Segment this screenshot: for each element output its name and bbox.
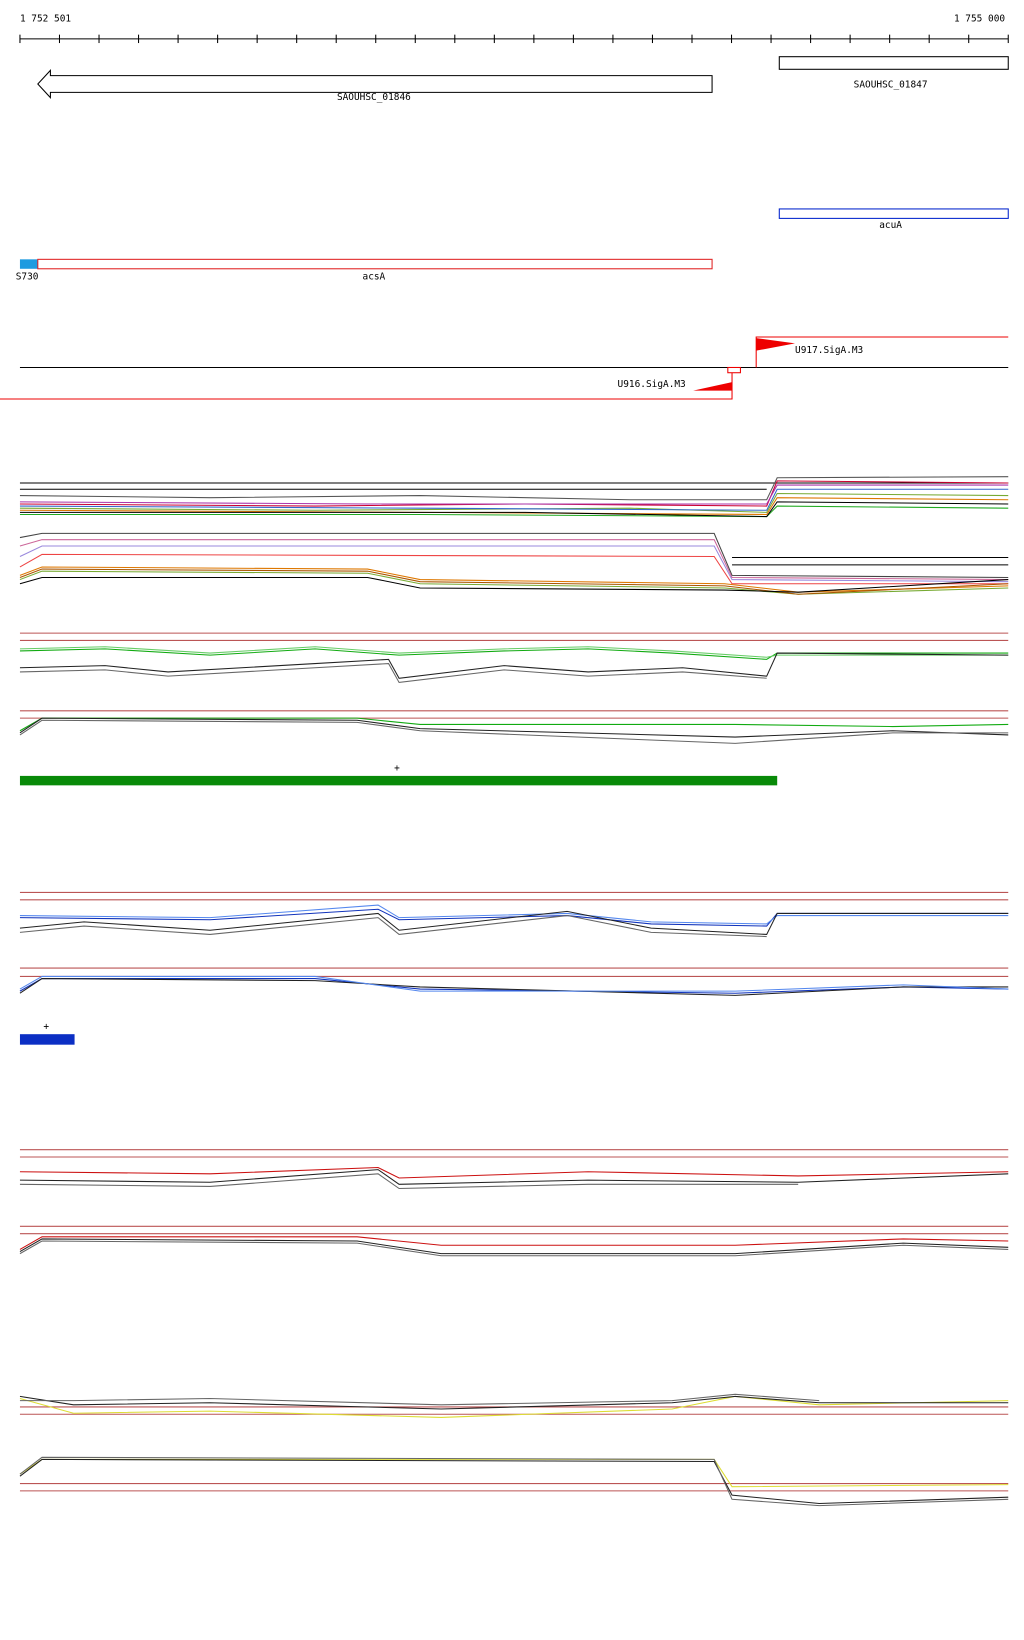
- gene-arrow: [37, 69, 713, 99]
- feature-label: acuA: [879, 220, 902, 231]
- feature-label: U916.SigA.M3: [618, 379, 686, 390]
- promoter-flag: [756, 338, 796, 351]
- track-red: [19, 1149, 1009, 1257]
- promoter-line: [0, 367, 733, 400]
- multi-track: [19, 476, 1009, 595]
- promoter-line: [755, 336, 1009, 368]
- strand-marker: +: [43, 1021, 49, 1032]
- track-bar: [19, 1034, 75, 1045]
- promoter-flag: [693, 382, 733, 391]
- track-bar: [19, 775, 778, 786]
- feature-label: S730: [16, 272, 39, 283]
- feature-label: SAOUHSC_01846: [337, 92, 411, 103]
- gene-box: [778, 56, 1009, 70]
- gene-box: [778, 208, 1009, 219]
- ruler-start: 1 752 501: [20, 13, 71, 24]
- track-yellow: [19, 1393, 1009, 1507]
- feature-label: SAOUHSC_01847: [854, 80, 928, 91]
- feature-label: acsA: [363, 272, 386, 283]
- feature-box: [19, 259, 38, 269]
- ruler-end: 1 755 000: [954, 13, 1005, 24]
- track-green: +: [19, 632, 1009, 786]
- track-blue: +: [19, 891, 1009, 1045]
- ruler: 1 752 501 1 755 000: [19, 13, 1009, 44]
- gene-box: [37, 258, 713, 270]
- strand-marker: +: [394, 763, 400, 774]
- feature-label: U917.SigA.M3: [795, 345, 863, 356]
- promoter-box: [727, 366, 741, 374]
